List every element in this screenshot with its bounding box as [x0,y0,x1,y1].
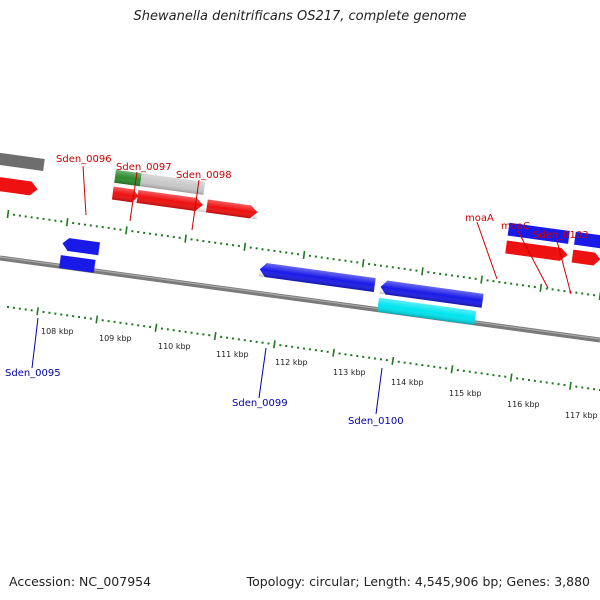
scale-label-114: 114 kbp [391,378,424,387]
major-tick [391,356,395,366]
scale-label-116: 116 kbp [507,400,540,409]
gene-forward-edge[interactable] [0,174,39,196]
major-tick [65,218,69,227]
reverse-gene-labels: Sden_0095 Sden_0099 Sden_0100 [5,368,404,427]
reverse-strand-genes [59,237,484,325]
major-tick [361,259,365,268]
scale-label-112: 112 kbp [275,358,308,367]
forward-gene-labels: Sden_0096 Sden_0097 Sden_0098 moaA moaC … [56,154,589,241]
scale-label-115: 115 kbp [449,389,482,398]
major-tick [213,331,217,341]
accession-text: Accession: NC_007954 [9,574,152,589]
label-sden-0103[interactable]: Sden_0103 [533,230,589,241]
scale-label-109: 109 kbp [99,334,132,343]
scale-labels: 108 kbp 109 kbp 110 kbp 111 kbp 112 kbp … [41,327,598,420]
scale-label-113: 113 kbp [333,368,366,377]
gene-moaC[interactable] [571,249,600,267]
gene-blue-moaA-region[interactable] [507,222,570,244]
major-tick [450,365,454,374]
gene-sden-0095[interactable] [59,255,96,273]
major-tick [421,267,424,276]
major-tick [509,373,513,382]
scale-label-117: 117 kbp [565,411,598,420]
label-sden-0100[interactable]: Sden_0100 [348,416,404,427]
major-tick [302,250,306,260]
major-tick [480,275,483,284]
map-title: Shewanella denitrificans OS217, complete… [133,9,467,24]
forward-strand-genes [0,149,600,267]
gene-moaA[interactable] [505,240,568,262]
major-tick [332,348,335,357]
major-tick [569,381,572,390]
topology-summary: Topology: circular; Length: 4,545,906 bp… [246,574,590,589]
major-tick [273,340,276,349]
major-tick [95,315,99,324]
label-sden-0097[interactable]: Sden_0097 [116,162,172,173]
major-tick [539,283,543,292]
label-leader-lines [31,165,572,415]
label-sden-0098[interactable]: Sden_0098 [176,170,232,181]
gene-sden-0095-top[interactable] [62,237,100,256]
major-tick [125,226,128,235]
scale-label-110: 110 kbp [158,342,191,351]
label-sden-0099[interactable]: Sden_0099 [232,398,288,409]
major-tick [243,242,247,251]
inner-tick-track [6,305,600,392]
label-sden-0096[interactable]: Sden_0096 [56,154,112,165]
label-moaC[interactable]: moaC [501,221,530,232]
major-tick [184,234,187,243]
outer-tick-track [6,209,600,301]
major-tick [154,323,158,332]
gene-pseudo-dark[interactable] [0,149,45,171]
label-sden-0095[interactable]: Sden_0095 [5,368,61,379]
genome-backbone [0,255,600,343]
genome-backbone-highlight [0,256,600,340]
gene-blue-moaC-region[interactable] [574,231,600,249]
scale-label-111: 111 kbp [216,350,249,359]
major-tick [6,209,10,219]
scale-label-108: 108 kbp [41,327,74,336]
label-moaA[interactable]: moaA [465,213,494,224]
major-tick [36,307,39,316]
